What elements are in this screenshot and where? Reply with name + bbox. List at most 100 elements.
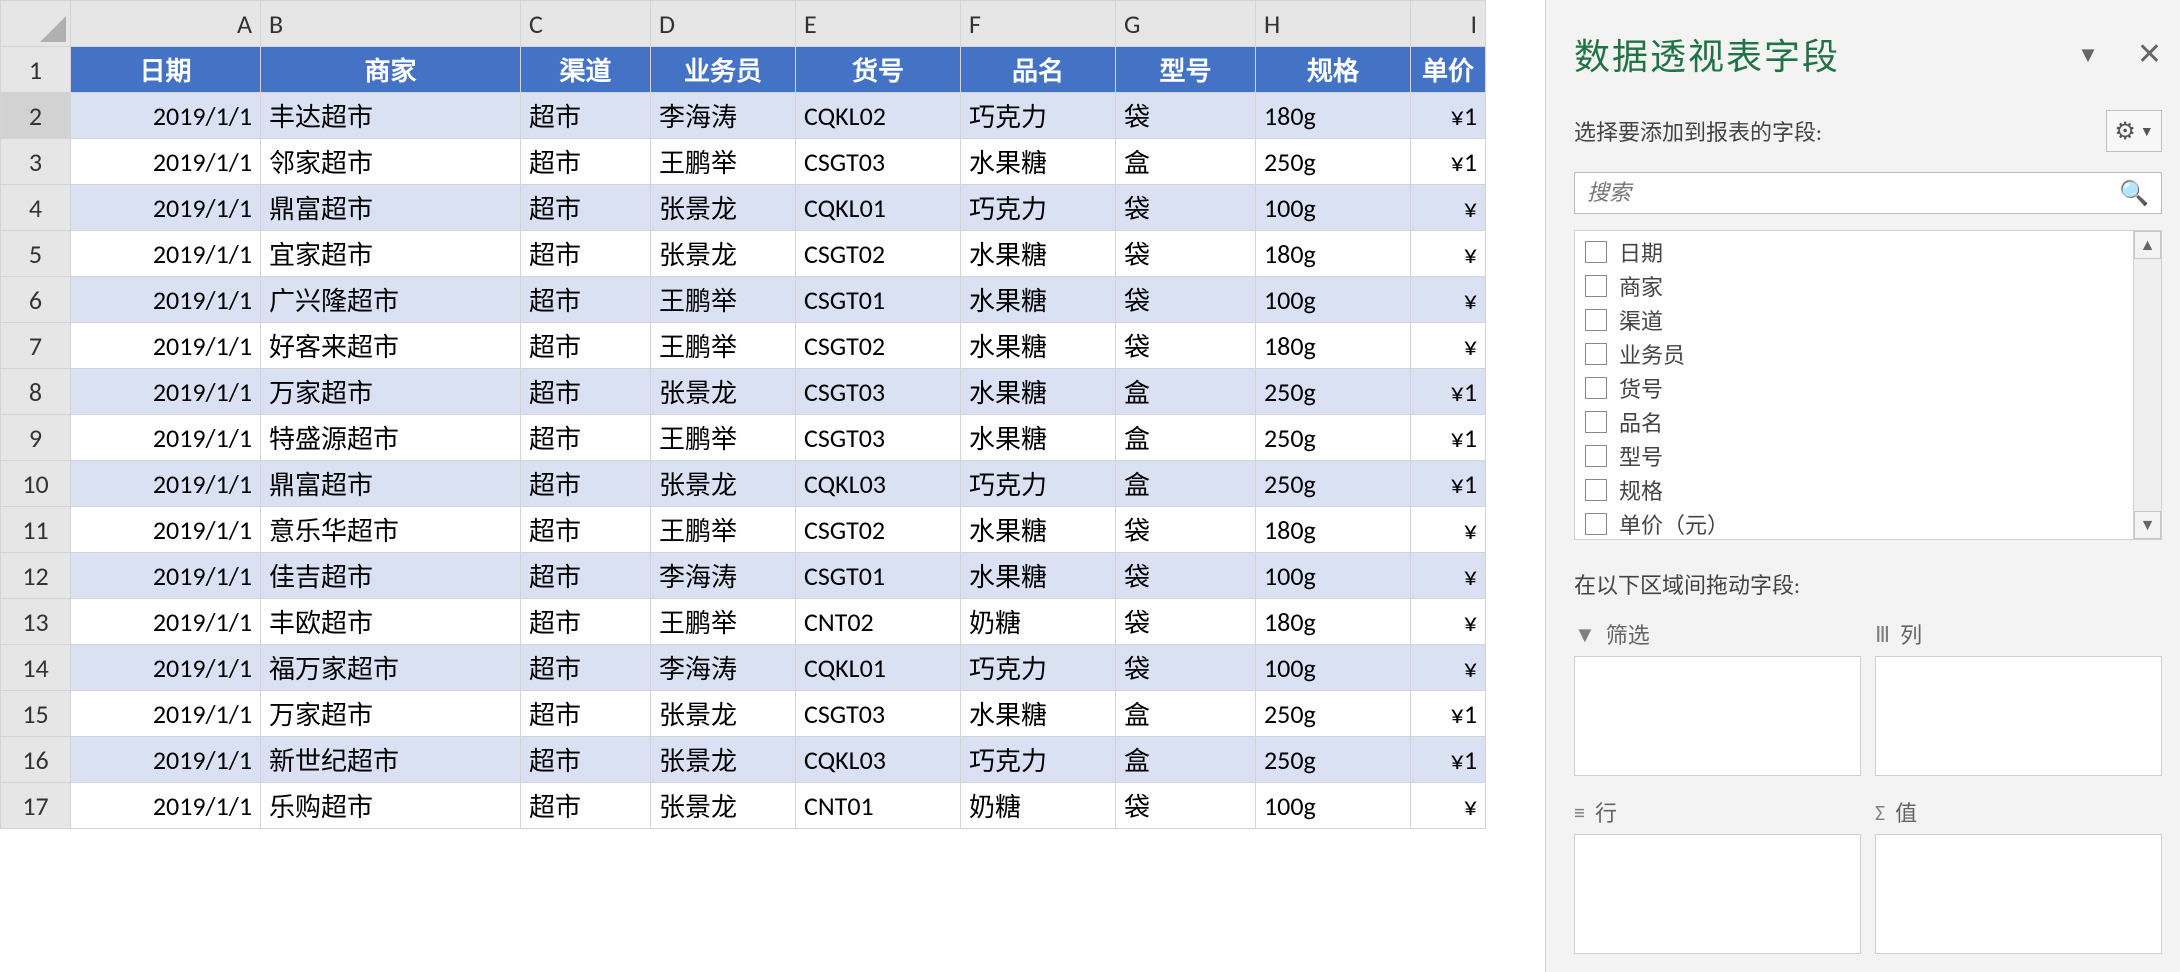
col-header-E[interactable]: E [796, 1, 961, 47]
field-list-scrollbar[interactable]: ▲ ▼ [2133, 231, 2161, 539]
hdr-spec[interactable]: 规格 [1256, 47, 1411, 93]
cell-C6[interactable]: 超市 [521, 277, 651, 323]
cell-C7[interactable]: 超市 [521, 323, 651, 369]
cell-I9[interactable]: ¥1 [1411, 415, 1486, 461]
cell-C5[interactable]: 超市 [521, 231, 651, 277]
cell-H15[interactable]: 250g [1256, 691, 1411, 737]
cell-E10[interactable]: CQKL03 [796, 461, 961, 507]
cell-A8[interactable]: 2019/1/1 [71, 369, 261, 415]
row-header-7[interactable]: 7 [1, 323, 71, 369]
cell-C15[interactable]: 超市 [521, 691, 651, 737]
row-header-10[interactable]: 10 [1, 461, 71, 507]
field-item[interactable]: 单价（元） [1575, 507, 2133, 539]
cell-C13[interactable]: 超市 [521, 599, 651, 645]
cell-G7[interactable]: 袋 [1116, 323, 1256, 369]
cell-H2[interactable]: 180g [1256, 93, 1411, 139]
cell-C11[interactable]: 超市 [521, 507, 651, 553]
field-checkbox[interactable] [1585, 275, 1607, 297]
cell-A5[interactable]: 2019/1/1 [71, 231, 261, 277]
cell-F17[interactable]: 奶糖 [961, 783, 1116, 829]
row-header-13[interactable]: 13 [1, 599, 71, 645]
hdr-model[interactable]: 型号 [1116, 47, 1256, 93]
cell-I11[interactable]: ¥ [1411, 507, 1486, 553]
cell-D3[interactable]: 王鹏举 [651, 139, 796, 185]
field-checkbox[interactable] [1585, 479, 1607, 501]
field-item[interactable]: 商家 [1575, 269, 2133, 303]
cell-E8[interactable]: CSGT03 [796, 369, 961, 415]
cell-F13[interactable]: 奶糖 [961, 599, 1116, 645]
cell-D11[interactable]: 王鹏举 [651, 507, 796, 553]
cell-I15[interactable]: ¥1 [1411, 691, 1486, 737]
cell-H17[interactable]: 100g [1256, 783, 1411, 829]
row-header-15[interactable]: 15 [1, 691, 71, 737]
area-filter-dropzone[interactable] [1574, 656, 1861, 776]
cell-A11[interactable]: 2019/1/1 [71, 507, 261, 553]
field-checkbox[interactable] [1585, 377, 1607, 399]
cell-B2[interactable]: 丰达超市 [261, 93, 521, 139]
cell-D14[interactable]: 李海涛 [651, 645, 796, 691]
col-header-H[interactable]: H [1256, 1, 1411, 47]
row-header-4[interactable]: 4 [1, 185, 71, 231]
col-header-F[interactable]: F [961, 1, 1116, 47]
cell-C8[interactable]: 超市 [521, 369, 651, 415]
cell-H4[interactable]: 100g [1256, 185, 1411, 231]
cell-D2[interactable]: 李海涛 [651, 93, 796, 139]
worksheet-grid[interactable]: A B C D E F G H I 1 日期 商家 渠道 业务员 货号 品名 型… [0, 0, 1486, 829]
cell-D10[interactable]: 张景龙 [651, 461, 796, 507]
cell-G3[interactable]: 盒 [1116, 139, 1256, 185]
cell-A6[interactable]: 2019/1/1 [71, 277, 261, 323]
cell-F8[interactable]: 水果糖 [961, 369, 1116, 415]
cell-E4[interactable]: CQKL01 [796, 185, 961, 231]
cell-C12[interactable]: 超市 [521, 553, 651, 599]
row-header-12[interactable]: 12 [1, 553, 71, 599]
cell-C17[interactable]: 超市 [521, 783, 651, 829]
cell-E7[interactable]: CSGT02 [796, 323, 961, 369]
hdr-price[interactable]: 单价 [1411, 47, 1486, 93]
select-all-corner[interactable] [1, 1, 71, 47]
cell-I16[interactable]: ¥1 [1411, 737, 1486, 783]
row-header-2[interactable]: 2 [1, 93, 71, 139]
cell-E6[interactable]: CSGT01 [796, 277, 961, 323]
cell-B16[interactable]: 新世纪超市 [261, 737, 521, 783]
cell-B6[interactable]: 广兴隆超市 [261, 277, 521, 323]
cell-A16[interactable]: 2019/1/1 [71, 737, 261, 783]
cell-B17[interactable]: 乐购超市 [261, 783, 521, 829]
row-header-14[interactable]: 14 [1, 645, 71, 691]
cell-B9[interactable]: 特盛源超市 [261, 415, 521, 461]
cell-F2[interactable]: 巧克力 [961, 93, 1116, 139]
cell-H10[interactable]: 250g [1256, 461, 1411, 507]
cell-A4[interactable]: 2019/1/1 [71, 185, 261, 231]
cell-D12[interactable]: 李海涛 [651, 553, 796, 599]
cell-B11[interactable]: 意乐华超市 [261, 507, 521, 553]
cell-A14[interactable]: 2019/1/1 [71, 645, 261, 691]
cell-C9[interactable]: 超市 [521, 415, 651, 461]
cell-B5[interactable]: 宜家超市 [261, 231, 521, 277]
layout-options-button[interactable]: ⚙ ▼ [2106, 110, 2162, 152]
cell-D17[interactable]: 张景龙 [651, 783, 796, 829]
scroll-down-icon[interactable]: ▼ [2134, 511, 2161, 539]
cell-H9[interactable]: 250g [1256, 415, 1411, 461]
hdr-sku[interactable]: 货号 [796, 47, 961, 93]
scroll-track[interactable] [2134, 259, 2161, 511]
col-header-B[interactable]: B [261, 1, 521, 47]
field-checkbox[interactable] [1585, 241, 1607, 263]
cell-H11[interactable]: 180g [1256, 507, 1411, 553]
field-item[interactable]: 品名 [1575, 405, 2133, 439]
hdr-channel[interactable]: 渠道 [521, 47, 651, 93]
cell-E12[interactable]: CSGT01 [796, 553, 961, 599]
field-checkbox[interactable] [1585, 445, 1607, 467]
cell-G10[interactable]: 盒 [1116, 461, 1256, 507]
cell-G4[interactable]: 袋 [1116, 185, 1256, 231]
cell-H12[interactable]: 100g [1256, 553, 1411, 599]
cell-I3[interactable]: ¥1 [1411, 139, 1486, 185]
cell-E17[interactable]: CNT01 [796, 783, 961, 829]
cell-C2[interactable]: 超市 [521, 93, 651, 139]
field-checkbox[interactable] [1585, 309, 1607, 331]
cell-D7[interactable]: 王鹏举 [651, 323, 796, 369]
cell-C16[interactable]: 超市 [521, 737, 651, 783]
cell-F12[interactable]: 水果糖 [961, 553, 1116, 599]
cell-E11[interactable]: CSGT02 [796, 507, 961, 553]
close-icon[interactable]: ✕ [2137, 36, 2162, 73]
cell-D16[interactable]: 张景龙 [651, 737, 796, 783]
pane-options-dropdown-icon[interactable]: ▼ [2077, 41, 2099, 68]
